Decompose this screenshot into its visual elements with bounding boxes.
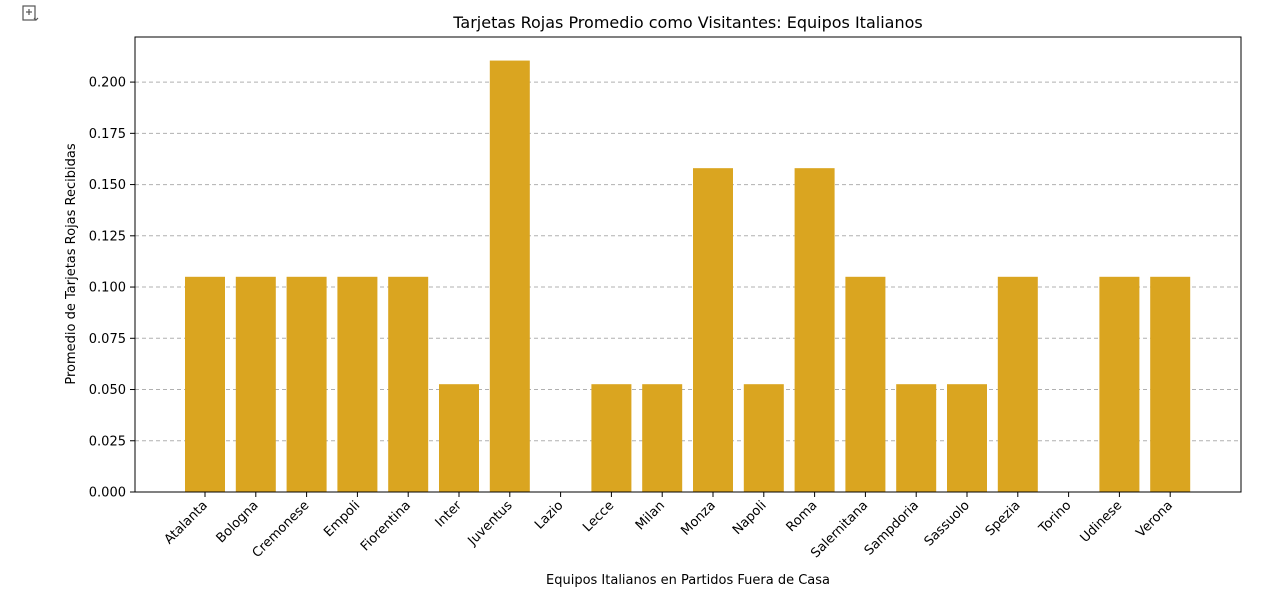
x-tick-label: Sampdoria [862, 498, 922, 558]
x-tick-label: Fiorentina [358, 498, 414, 554]
bar-bologna [235, 276, 276, 492]
bar-udinese [1099, 276, 1140, 492]
bar-lecce [591, 384, 632, 492]
y-tick-label: 0.025 [89, 434, 126, 449]
bar-cremonese [286, 276, 327, 492]
x-tick-label: Lecce [580, 498, 617, 535]
x-tick-label: Bologna [214, 498, 262, 546]
x-tick-label: Monza [678, 498, 718, 538]
bar-empoli [337, 276, 378, 492]
bar-fiorentina [388, 276, 429, 492]
x-tick-label: Verona [1134, 498, 1177, 541]
y-axis-label: Promedio de Tarjetas Rojas Recibidas [64, 143, 79, 384]
expand-output-icon[interactable] [20, 4, 40, 24]
bar-napoli [743, 384, 784, 492]
x-tick-label: Empoli [321, 498, 363, 540]
y-tick-label: 0.125 [89, 229, 126, 244]
x-tick-label: Roma [784, 498, 821, 535]
bar-spezia [997, 276, 1038, 492]
bar-inter [439, 384, 479, 492]
x-tick-label: Napoli [730, 498, 770, 538]
x-tick-label: Inter [433, 498, 466, 531]
x-tick-label: Milan [633, 498, 668, 533]
chart-title: Tarjetas Rojas Promedio como Visitantes:… [452, 13, 922, 32]
x-tick-label: Sassuolo [922, 498, 973, 549]
y-tick-label: 0.000 [89, 486, 126, 501]
bar-atalanta [185, 276, 225, 492]
bar-verona [1150, 276, 1191, 492]
bars [185, 60, 1191, 492]
y-axis-ticks: 0.000 0.025 0.050 0.075 0.100 0.125 0.150 0.175… [89, 76, 135, 501]
y-tick-label: 0.100 [89, 281, 126, 296]
y-tick-label: 0.075 [89, 332, 126, 347]
x-tick-label: Udinese [1078, 498, 1126, 546]
y-tick-label: 0.050 [89, 383, 126, 398]
x-tick-label: Spezia [983, 498, 1024, 539]
y-tick-label: 0.200 [89, 76, 126, 91]
bar-salernitana [845, 276, 886, 492]
bar-monza [693, 168, 733, 492]
x-tick-label: Atalanta [162, 498, 211, 547]
y-tick-label: 0.175 [89, 127, 126, 142]
bar-juventus [489, 60, 530, 492]
x-tick-label: Lazio [532, 498, 566, 532]
plot-frame [134, 36, 1242, 493]
x-tick-label: Juventus [465, 498, 516, 549]
bar-roma [794, 168, 835, 492]
bar-sassuolo [947, 384, 987, 492]
bar-milan [642, 384, 683, 492]
bar-sampdoria [896, 384, 937, 492]
x-axis-label: Equipos Italianos en Partidos Fuera de C… [546, 573, 830, 588]
x-tick-label: Torino [1036, 498, 1075, 537]
y-tick-label: 0.150 [89, 178, 126, 193]
